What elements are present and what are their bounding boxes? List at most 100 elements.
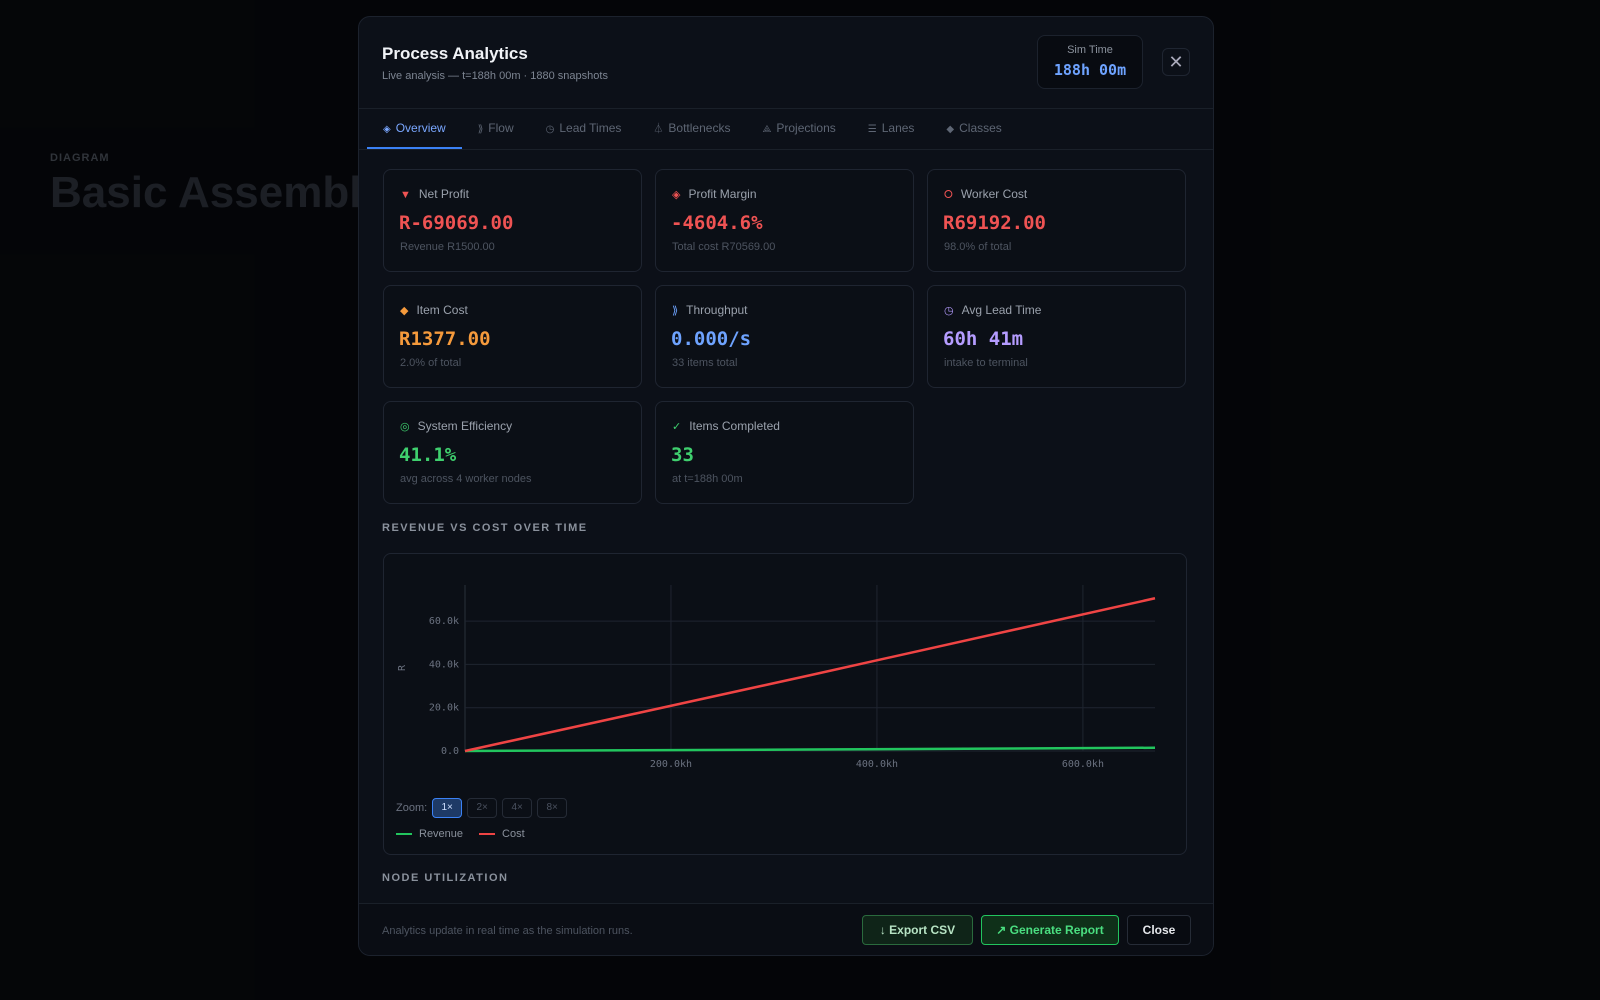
card-icon: ▼ xyxy=(400,189,411,201)
card-label: ✓ Items Completed xyxy=(672,419,780,433)
tab[interactable]: ⏃ Bottlenecks xyxy=(637,109,746,149)
card-label: ⭘ Worker Cost xyxy=(944,187,1027,202)
metric-card: ⟫ Throughput 0.000/s 33 items total xyxy=(655,285,914,388)
close-icon-button[interactable]: ✕ xyxy=(1162,48,1190,76)
tab-label: Lead Times xyxy=(559,121,622,135)
tab-label: Projections xyxy=(776,121,836,135)
tab-label: Lanes xyxy=(881,121,915,135)
analytics-modal: Process Analytics Live analysis — t=188h… xyxy=(358,16,1214,956)
tab-label: Flow xyxy=(488,121,514,135)
tab[interactable]: ☰ Lanes xyxy=(852,109,931,149)
metric-card: ▼ Net Profit R-69069.00 Revenue R1500.00 xyxy=(383,169,642,272)
card-label: ◎ System Efficiency xyxy=(400,419,512,433)
card-icon: ◎ xyxy=(400,421,410,433)
card-note: Total cost R70569.00 xyxy=(672,241,776,253)
report-button[interactable]: ↗ Generate Report xyxy=(981,915,1119,945)
card-label-text: Net Profit xyxy=(418,187,469,201)
chart: 0.0 20.0k 40.0k 60.0k 200.0kh 400.0kh 600.0kh R xyxy=(397,585,1156,770)
zoom: Zoom: 1× 2× 4× 8× xyxy=(396,798,568,818)
legend-entry: Cost xyxy=(479,828,525,840)
tab[interactable]: ◈ Overview xyxy=(367,109,462,149)
background-label: DIAGRAM xyxy=(50,152,110,164)
zoom-button[interactable]: 1× xyxy=(432,798,463,818)
tab-icon: ◆ xyxy=(946,124,955,135)
tab-icon: ⏃ xyxy=(653,124,664,135)
card-label: ◈ Profit Margin xyxy=(672,187,757,201)
divider xyxy=(359,108,1213,109)
y-tick-label: 60.0k xyxy=(429,616,459,627)
metric-card: ◈ Profit Margin -4604.6% Total cost R70569.… xyxy=(655,169,914,272)
y-axis-label: R xyxy=(397,664,408,671)
tab[interactable]: ⟁ Projections xyxy=(746,109,851,149)
tab-icon: ☰ xyxy=(867,124,877,135)
zoom-button[interactable]: 4× xyxy=(502,798,533,818)
card-label-text: Throughput xyxy=(686,303,748,317)
footer: Analytics update in real time as the sim… xyxy=(359,903,1213,955)
series-line xyxy=(464,597,1156,753)
divider xyxy=(359,149,1213,150)
chart-panel: 0.0 20.0k 40.0k 60.0k 200.0kh 400.0kh 600.0kh R… xyxy=(383,553,1187,855)
x-tick-label: 400.0kh xyxy=(856,759,898,770)
card-icon: ⭘ xyxy=(944,189,953,201)
footer-note: Analytics update in real time as the sim… xyxy=(382,925,633,937)
tabs: ◈ Overview ⟫ Flow ◷ Lead Times ⏃ Bottlenecks ⟁ Pr… xyxy=(367,109,1018,149)
card-label: ◆ Item Cost xyxy=(400,303,468,317)
metric-card: ✓ Items Completed 33 at t=188h 00m xyxy=(655,401,914,504)
tab-label: Overview xyxy=(395,121,446,135)
card-note: avg across 4 worker nodes xyxy=(400,473,532,485)
x-tick-label: 200.0kh xyxy=(650,759,692,770)
sim-time-value: 188h 00m xyxy=(1053,61,1127,79)
card-note: at t=188h 00m xyxy=(672,473,743,485)
card-icon: ⟫ xyxy=(672,305,679,317)
card-icon: ◆ xyxy=(400,305,409,317)
y-tick-label: 0.0 xyxy=(441,746,459,757)
card-value: R-69069.00 xyxy=(399,212,514,234)
metric-card: ◆ Item Cost R1377.00 2.0% of total xyxy=(383,285,642,388)
series-line xyxy=(464,746,1156,753)
card-value: -4604.6% xyxy=(671,212,763,234)
card-label-text: Items Completed xyxy=(689,419,780,433)
card-icon: ◷ xyxy=(944,305,954,317)
legend-label: Cost xyxy=(502,828,525,840)
card-note: 33 items total xyxy=(672,357,738,369)
legend-swatch xyxy=(396,833,412,835)
card-label-text: Item Cost xyxy=(416,303,468,317)
legend-label: Revenue xyxy=(419,828,464,840)
card-icon: ◈ xyxy=(672,189,681,201)
zoom-button[interactable]: 2× xyxy=(467,798,498,818)
card-note: intake to terminal xyxy=(944,357,1028,369)
modal-title: Process Analytics xyxy=(382,44,528,63)
card-note: Revenue R1500.00 xyxy=(400,241,495,253)
card-label-text: Profit Margin xyxy=(688,187,757,201)
sim-time: Sim Time 188h 00m xyxy=(1037,35,1143,89)
card-label: ⟫ Throughput xyxy=(672,303,748,317)
zoom-button[interactable]: 8× xyxy=(537,798,568,818)
tab-icon: ⟫ xyxy=(477,124,484,135)
card-label-text: Avg Lead Time xyxy=(961,303,1042,317)
export-button[interactable]: ↓ Export CSV xyxy=(862,915,973,945)
tab[interactable]: ⟫ Flow xyxy=(462,109,530,149)
tab[interactable]: ◆ Classes xyxy=(930,109,1017,149)
modal-subtitle: Live analysis — t=188h 00m · 1880 snapsh… xyxy=(382,70,608,82)
tab-icon: ◈ xyxy=(383,124,391,135)
card-label: ▼ Net Profit xyxy=(400,187,469,201)
tab-icon: ⟁ xyxy=(762,124,772,135)
card-value: R1377.00 xyxy=(399,328,491,350)
y-tick-label: 20.0k xyxy=(429,703,459,714)
sim-time-label: Sim Time xyxy=(1067,44,1113,56)
card-icon: ✓ xyxy=(672,421,682,433)
card-value: 0.000/s xyxy=(671,328,752,350)
tab[interactable]: ◷ Lead Times xyxy=(530,109,638,149)
card-label-text: System Efficiency xyxy=(417,419,513,433)
close-button[interactable]: Close xyxy=(1127,915,1191,945)
section-title: NODE UTILIZATION xyxy=(382,872,509,884)
legend-swatch xyxy=(479,833,496,835)
x-tick-label: 600.0kh xyxy=(1062,759,1104,770)
metric-card: ◷ Avg Lead Time 60h 41m intake to terminal xyxy=(927,285,1186,388)
tab-icon: ◷ xyxy=(545,124,555,135)
card-label-text: Worker Cost xyxy=(960,187,1028,201)
metric-card: ◎ System Efficiency 41.1% avg across 4 work… xyxy=(383,401,642,504)
tab-label: Classes xyxy=(959,121,1002,135)
card-note: 2.0% of total xyxy=(400,357,462,369)
metric-card: ⭘ Worker Cost R69192.00 98.0% of total xyxy=(927,169,1186,272)
